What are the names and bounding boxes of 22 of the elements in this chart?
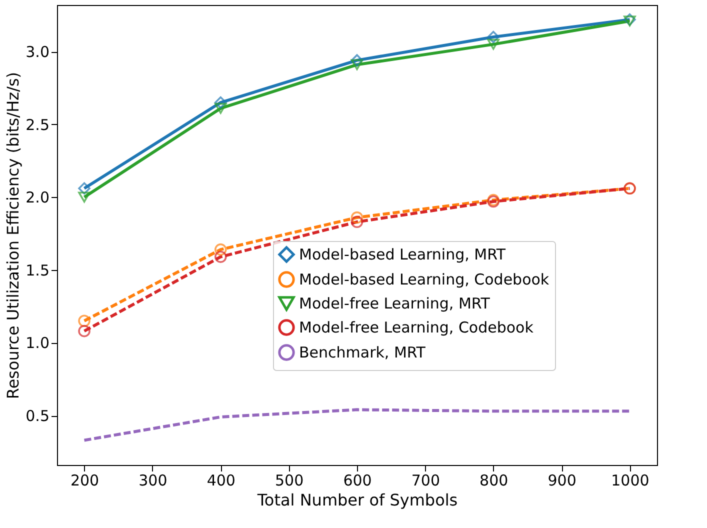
- x-tick-label: 900: [548, 472, 576, 490]
- y-axis-title: Resource Utilization Efficiency (bits/Hz/s): [4, 72, 23, 400]
- x-tick-label: 800: [480, 472, 508, 490]
- x-tick-label: 500: [275, 472, 304, 490]
- x-tick-label: 300: [138, 472, 168, 490]
- x-axis-title: Total Number of Symbols: [256, 490, 458, 510]
- legend-label: Model-based Learning, MRT: [299, 246, 506, 264]
- x-tick-label: 200: [70, 472, 100, 490]
- legend-label: Model-free Learning, Codebook: [299, 318, 534, 336]
- x-tick-label: 400: [206, 472, 236, 490]
- y-tick-label: 0.5: [26, 407, 50, 426]
- y-tick-label: 2.0: [26, 188, 50, 207]
- x-tick-label: 700: [411, 472, 440, 490]
- legend-label: Model-based Learning, Codebook: [299, 270, 550, 288]
- y-tick-label: 1.5: [26, 261, 50, 280]
- legend-label: Benchmark, MRT: [299, 344, 426, 362]
- y-tick-label: 3.0: [26, 43, 50, 62]
- x-tick-label: 1000: [611, 472, 650, 490]
- y-tick-label: 1.0: [26, 334, 50, 352]
- x-tick-label: 600: [343, 472, 372, 490]
- legend-label: Model-free Learning, MRT: [299, 294, 491, 312]
- y-tick-label: 2.5: [26, 116, 50, 134]
